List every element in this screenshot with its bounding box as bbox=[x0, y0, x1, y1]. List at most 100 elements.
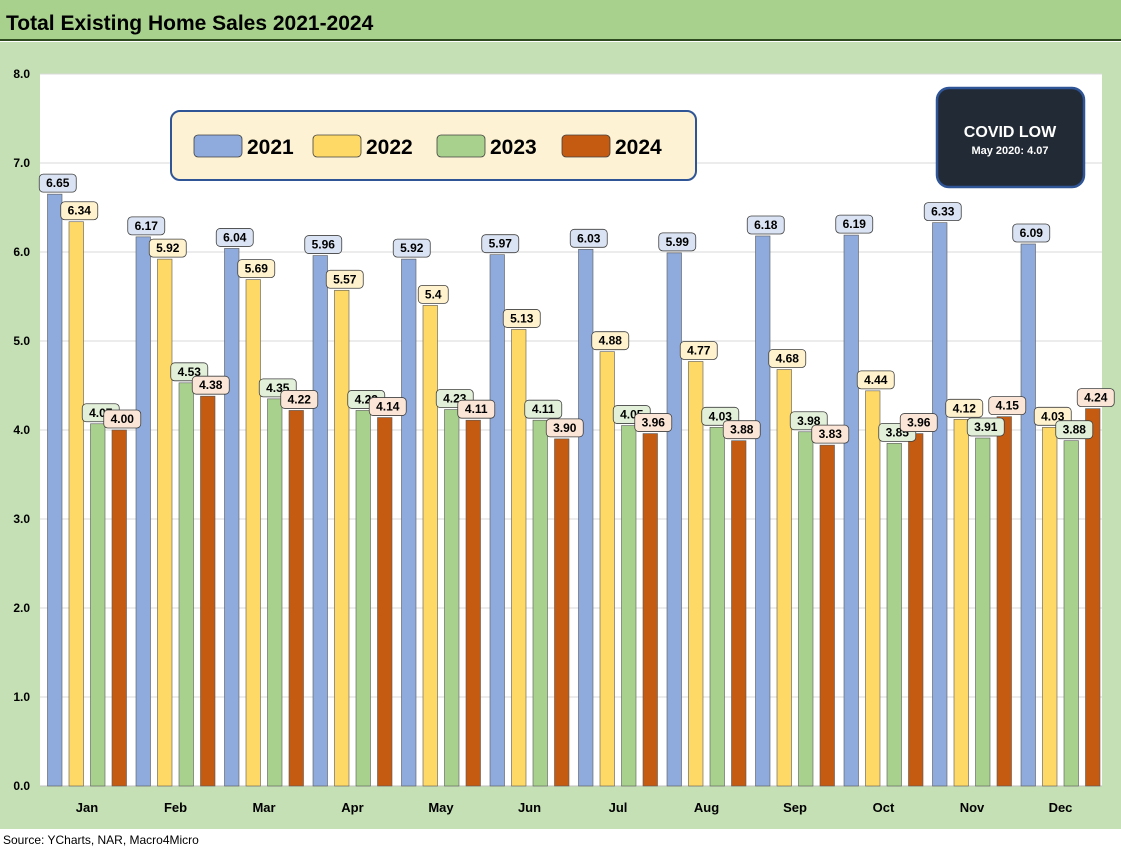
bar-2024-may bbox=[465, 419, 481, 787]
data-label: 3.96 bbox=[899, 413, 938, 432]
bar-2024-oct bbox=[908, 433, 924, 787]
data-label-text: 3.83 bbox=[819, 427, 843, 441]
data-label-text: 6.09 bbox=[1020, 226, 1044, 240]
data-label: 3.88 bbox=[722, 420, 761, 440]
x-axis-ticks: Jan Feb Mar Apr May Jun Jul Aug Sep Oct Nov Dec bbox=[76, 800, 1073, 815]
bar-2023-jun bbox=[532, 419, 548, 787]
bars bbox=[47, 193, 1101, 787]
legend-box bbox=[170, 110, 697, 181]
data-label-text: 5.57 bbox=[333, 272, 357, 286]
y-tick-label: 5.0 bbox=[13, 334, 30, 348]
bar-2023-nov bbox=[975, 437, 991, 787]
data-label-text: 5.13 bbox=[510, 311, 534, 325]
legend-label-2022: 2022 bbox=[366, 136, 413, 159]
y-tick-label: 7.0 bbox=[13, 156, 30, 170]
data-label-text: 6.34 bbox=[68, 204, 92, 218]
bar-2024-nov bbox=[996, 416, 1012, 787]
data-label-text: 4.22 bbox=[288, 392, 312, 406]
data-label: 4.38 bbox=[191, 375, 230, 395]
bar-2022-jul bbox=[599, 351, 615, 787]
data-label-text: 3.88 bbox=[730, 423, 754, 437]
bar-2024-feb bbox=[200, 395, 216, 787]
chart-title: Total Existing Home Sales 2021-2024 bbox=[6, 12, 374, 35]
data-label-box bbox=[457, 399, 496, 419]
source-note: Source: YCharts, NAR, Macro4Micro bbox=[3, 833, 199, 847]
y-tick-label: 1.0 bbox=[13, 690, 30, 704]
data-label-text: 4.00 bbox=[111, 412, 135, 426]
legend-swatch-2024 bbox=[561, 134, 611, 158]
data-label-box bbox=[103, 409, 142, 429]
bar-2023-jul bbox=[621, 425, 637, 787]
bar-2024-dec bbox=[1085, 408, 1101, 787]
data-label-text: 4.03 bbox=[709, 409, 733, 423]
data-label: 5.4 bbox=[417, 284, 449, 304]
legend: 2021 2022 2023 2024 bbox=[170, 110, 697, 181]
data-label: 6.04 bbox=[215, 228, 254, 247]
bar-2021-mar bbox=[224, 248, 240, 787]
data-label-text: 4.88 bbox=[599, 334, 623, 348]
data-label-box bbox=[368, 397, 407, 416]
data-label-text: 4.03 bbox=[1041, 409, 1065, 423]
x-tick-label: Sep bbox=[783, 800, 807, 815]
bar-2024-sep bbox=[819, 444, 835, 787]
data-label-box bbox=[1076, 388, 1115, 408]
bar-2021-nov bbox=[932, 222, 948, 787]
data-label-text: 4.24 bbox=[1084, 391, 1108, 405]
legend-swatch-2021 bbox=[193, 134, 243, 158]
annotation-box: COVID LOW May 2020: 4.07 bbox=[935, 86, 1086, 189]
data-label: 5.99 bbox=[658, 232, 697, 252]
data-label-text: 5.92 bbox=[156, 241, 180, 255]
bar-2022-jan bbox=[68, 221, 84, 787]
bar-2023-may bbox=[444, 409, 460, 787]
bar-2023-feb bbox=[178, 382, 194, 787]
data-label-box bbox=[392, 238, 431, 258]
data-label: 6.17 bbox=[127, 216, 166, 236]
bar-2023-apr bbox=[355, 410, 371, 787]
x-tick-label: Feb bbox=[164, 800, 187, 815]
data-label-text: 5.69 bbox=[245, 262, 269, 276]
data-label-box bbox=[988, 396, 1027, 416]
data-label-box bbox=[304, 235, 343, 254]
data-label-box bbox=[923, 202, 962, 222]
data-label-box bbox=[280, 390, 319, 409]
data-label-box bbox=[1012, 223, 1051, 243]
bar-2023-aug bbox=[709, 427, 725, 787]
bar-2022-jun bbox=[511, 329, 527, 787]
data-label-box bbox=[634, 413, 673, 432]
x-tick-label: Jun bbox=[518, 800, 541, 815]
data-label: 4.14 bbox=[368, 397, 407, 416]
data-label: 4.44 bbox=[856, 370, 895, 390]
data-label: 6.19 bbox=[835, 214, 874, 234]
data-label-text: 6.19 bbox=[843, 217, 867, 231]
data-label: 4.88 bbox=[591, 331, 630, 351]
y-tick-label: 2.0 bbox=[13, 601, 30, 615]
data-label: 5.97 bbox=[481, 234, 520, 254]
data-label: 4.12 bbox=[945, 398, 984, 418]
data-label: 5.57 bbox=[325, 269, 364, 289]
x-tick-label: Oct bbox=[873, 800, 895, 815]
data-label: 4.68 bbox=[768, 349, 807, 368]
y-axis-ticks: 0.0 1.0 2.0 3.0 4.0 5.0 6.0 7.0 8.0 bbox=[13, 67, 30, 793]
data-label-text: 3.90 bbox=[553, 421, 577, 435]
data-label-text: 4.44 bbox=[864, 373, 888, 387]
bar-2023-jan bbox=[90, 423, 106, 787]
bar-2022-nov bbox=[953, 419, 969, 787]
data-label: 5.92 bbox=[392, 238, 431, 258]
bar-chart: 0.0 1.0 2.0 3.0 4.0 5.0 6.0 7.0 8.0 Jan Feb Mar Apr… bbox=[13, 67, 1115, 815]
bar-2022-dec bbox=[1042, 427, 1058, 787]
data-label: 3.83 bbox=[811, 424, 850, 444]
title-bar: Total Existing Home Sales 2021-2024 bbox=[0, 0, 1121, 41]
x-tick-label: May bbox=[428, 800, 454, 815]
bar-2021-may bbox=[401, 258, 417, 787]
legend-label-2024: 2024 bbox=[615, 136, 662, 159]
data-label: 3.96 bbox=[634, 413, 673, 432]
data-label-box bbox=[502, 309, 541, 328]
bar-2021-sep bbox=[755, 235, 771, 787]
x-tick-label: Jan bbox=[76, 800, 98, 815]
bar-2023-dec bbox=[1063, 440, 1079, 787]
y-tick-label: 4.0 bbox=[13, 423, 30, 437]
x-tick-label: Nov bbox=[960, 800, 985, 815]
bar-2024-aug bbox=[731, 440, 747, 787]
data-label: 6.65 bbox=[38, 173, 77, 193]
data-label-text: 6.04 bbox=[223, 230, 247, 244]
